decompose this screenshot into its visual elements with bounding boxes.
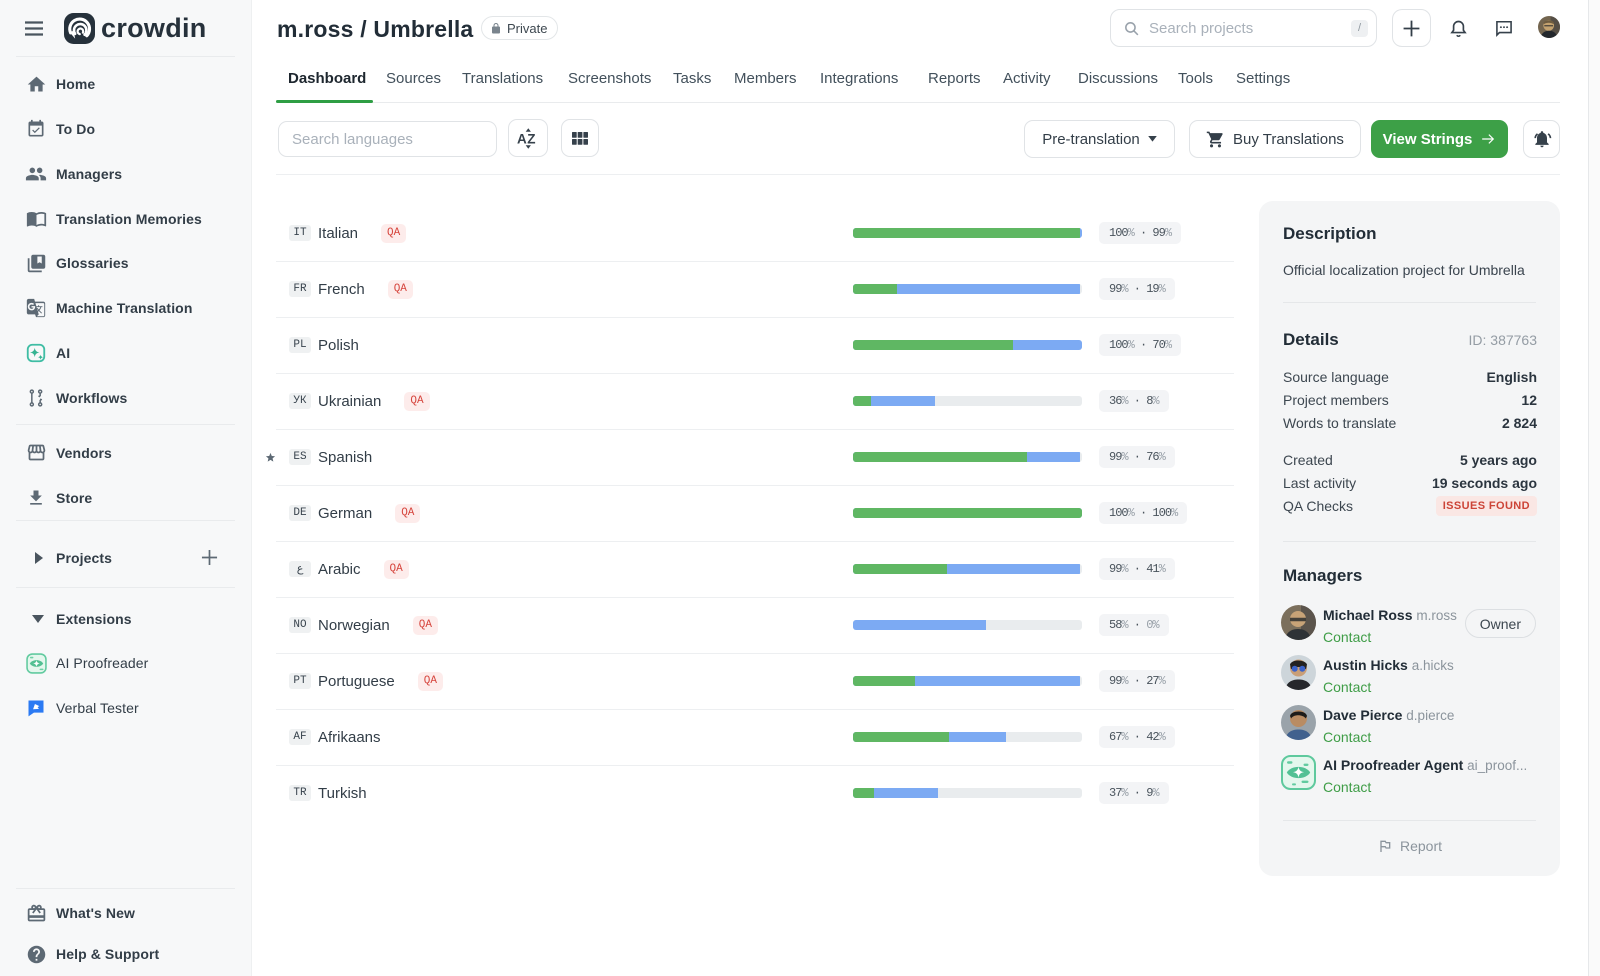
svg-text:AZ: AZ — [517, 131, 536, 146]
